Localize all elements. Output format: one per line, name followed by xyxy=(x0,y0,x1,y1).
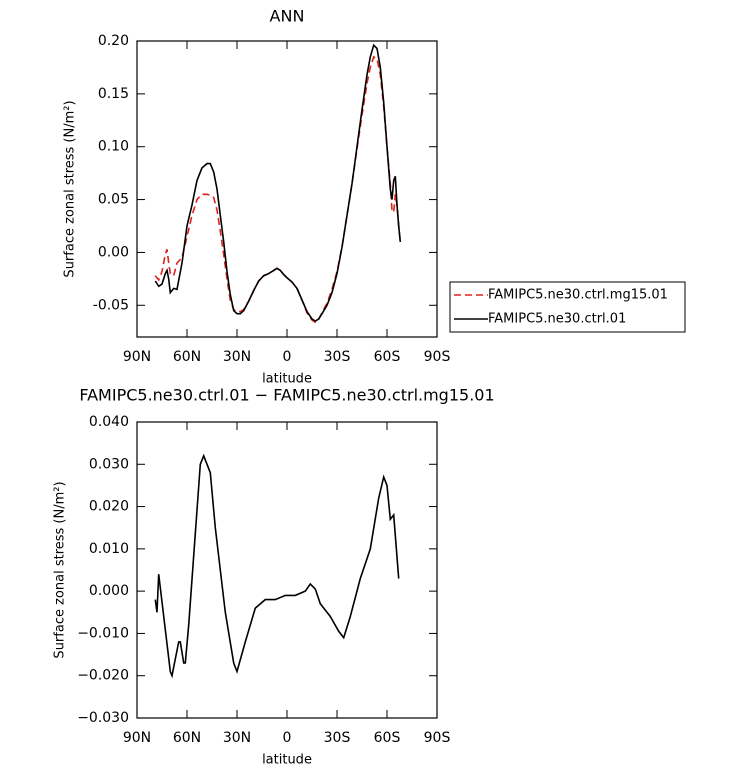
y-tick-label: −0.020 xyxy=(77,668,129,684)
y-tick-label: 0.030 xyxy=(89,456,129,472)
x-tick-label: 30N xyxy=(223,730,251,746)
x-tick-label: 90N xyxy=(123,730,151,746)
x-tick-label: 60S xyxy=(374,730,401,746)
plot-frame xyxy=(136,421,438,719)
y-tick-label: 0.00 xyxy=(98,244,129,260)
plot-frame xyxy=(136,40,438,338)
y-tick-label: 0.010 xyxy=(89,541,129,557)
legend-label: FAMIPC5.ne30.ctrl.01 xyxy=(488,312,626,327)
x-axis-label: latitude xyxy=(262,753,312,768)
y-tick-label: 0.20 xyxy=(98,33,129,49)
line xyxy=(154,43,402,323)
y-tick-label: −0.030 xyxy=(77,710,129,726)
chart-title: FAMIPC5.ne30.ctrl.01 − FAMIPC5.ne30.ctrl… xyxy=(79,386,494,405)
legend-label: FAMIPC5.ne30.ctrl.mg15.01 xyxy=(488,288,668,303)
y-axis-label: Surface zonal stress (N/m²) xyxy=(53,481,68,658)
x-tick-label: 0 xyxy=(283,349,292,365)
legend-box xyxy=(449,281,686,333)
y-tick-label: 0.020 xyxy=(89,499,129,515)
y-tick-label: −0.010 xyxy=(77,625,129,641)
line xyxy=(154,453,400,679)
x-tick-label: 0 xyxy=(283,730,292,746)
y-tick-label: 0.05 xyxy=(98,192,129,208)
x-tick-label: 30S xyxy=(324,349,351,365)
y-tick-label: 0.040 xyxy=(89,414,129,430)
y-tick-label: 0.15 xyxy=(98,86,129,102)
y-axis-label: Surface zonal stress (N/m²) xyxy=(63,100,78,277)
x-tick-label: 60N xyxy=(173,349,201,365)
x-tick-label: 60S xyxy=(374,349,401,365)
x-axis-label: latitude xyxy=(262,372,312,387)
x-tick-label: 90S xyxy=(424,730,451,746)
x-tick-label: 30S xyxy=(324,730,351,746)
x-tick-label: 90S xyxy=(424,349,451,365)
y-tick-label: -0.05 xyxy=(93,297,129,313)
chart-title: ANN xyxy=(270,7,305,26)
y-tick-label: 0.10 xyxy=(98,139,129,155)
y-tick-label: 0.000 xyxy=(89,583,129,599)
x-tick-label: 30N xyxy=(223,349,251,365)
x-tick-label: 60N xyxy=(173,730,201,746)
x-tick-label: 90N xyxy=(123,349,151,365)
